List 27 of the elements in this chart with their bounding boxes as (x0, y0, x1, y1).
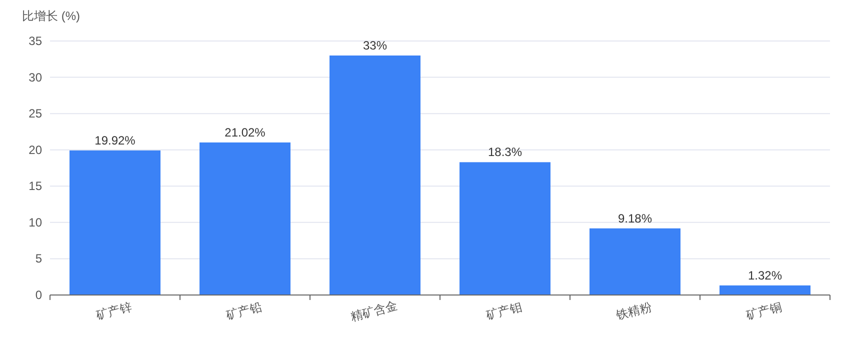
x-tick-label: 铁精粉 (614, 300, 654, 323)
bar (330, 56, 420, 295)
data-label: 21.02% (224, 125, 266, 140)
bar (460, 162, 550, 295)
y-tick-label: 25 (28, 106, 42, 121)
y-tick-label: 15 (28, 179, 42, 194)
data-label: 18.3% (488, 145, 522, 160)
y-tick-label: 0 (35, 288, 42, 302)
data-label: 9.18% (618, 211, 652, 226)
y-tick-label: 10 (28, 215, 42, 230)
y-tick-label: 20 (28, 142, 42, 157)
data-label: 33% (362, 38, 388, 53)
y-tick-label: 35 (28, 34, 42, 48)
bar (200, 142, 290, 295)
bar (590, 228, 680, 295)
x-tick-label: 精矿含金 (348, 298, 399, 324)
bar (720, 285, 810, 295)
x-tick-label: 矿产铅 (224, 300, 264, 323)
x-tick-label: 矿产锌 (94, 300, 134, 323)
x-tick-label: 矿产铜 (744, 300, 784, 323)
data-label: 19.92% (94, 133, 136, 148)
y-tick-label: 5 (35, 252, 42, 266)
x-tick-label: 矿产钼 (484, 300, 524, 323)
data-label: 1.32% (748, 268, 782, 282)
bar (70, 150, 160, 295)
y-axis-title: 比增长 (%) (22, 9, 80, 23)
y-tick-label: 30 (28, 70, 42, 84)
